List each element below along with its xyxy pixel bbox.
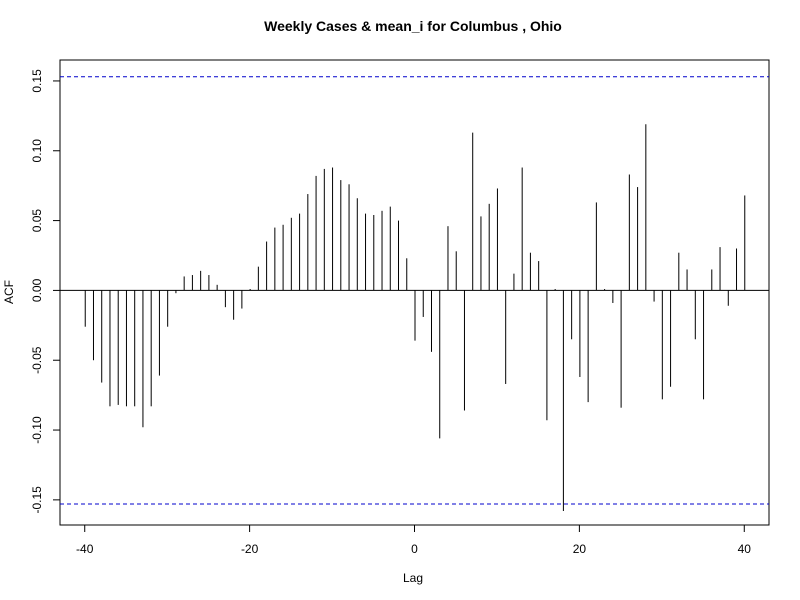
x-tick-label: -40 [76,542,94,556]
y-axis-label: ACF [2,280,16,304]
x-axis-label: Lag [403,571,423,585]
chart-title: Weekly Cases & mean_i for Columbus , Ohi… [264,18,562,34]
acf-bars [60,124,769,512]
x-tick-label: 40 [738,542,752,556]
y-tick-label: 0.00 [30,278,44,302]
y-tick-label: 0.10 [30,139,44,163]
y-tick-label: -0.05 [30,346,44,374]
y-tick-label: -0.10 [30,416,44,444]
x-tick-label: -20 [241,542,259,556]
y-tick-label: 0.15 [30,69,44,93]
x-tick-label: 20 [573,542,587,556]
y-axis: -0.15 -0.10 -0.05 0.00 0.05 0.10 0.15 [30,69,61,514]
y-tick-label: -0.15 [30,486,44,514]
x-tick-label: 0 [411,542,418,556]
x-axis: -40 -20 0 20 40 [76,524,752,556]
y-tick-label: 0.05 [30,209,44,233]
confidence-bounds [60,76,769,505]
